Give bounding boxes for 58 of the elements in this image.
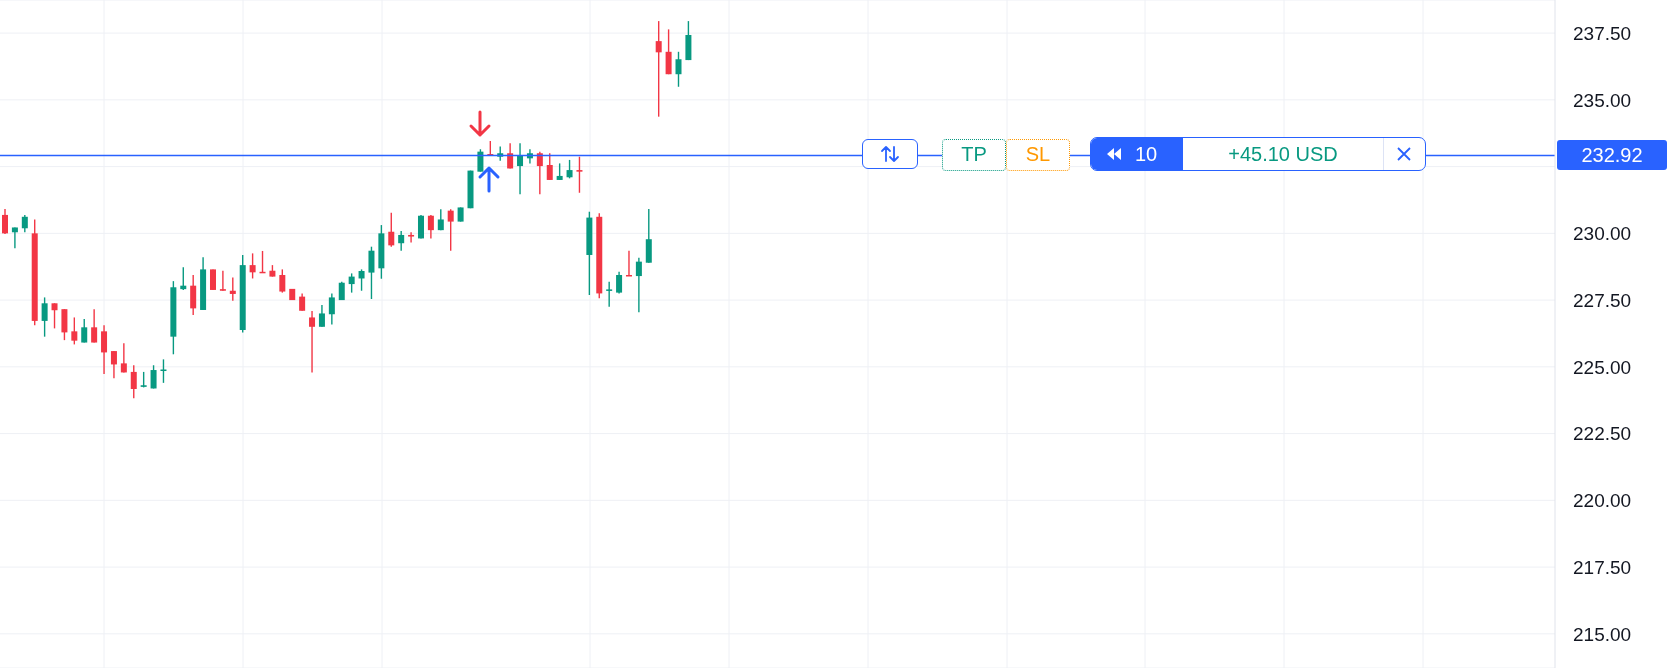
annotation: SL xyxy=(1006,139,1070,172)
candlestick xyxy=(318,304,325,328)
candlestick xyxy=(190,274,197,316)
y-tick-label: 237.50 xyxy=(1573,22,1632,44)
candlestick xyxy=(71,316,78,346)
order-panel: 10 +45.10 USD xyxy=(1090,137,1426,172)
candlestick xyxy=(635,256,642,314)
candlestick xyxy=(81,318,88,344)
candlestick xyxy=(279,268,286,294)
candlestick xyxy=(61,308,68,341)
candlestick xyxy=(91,308,98,344)
y-tick-label: 215.00 xyxy=(1573,623,1632,645)
y-tick-label: 227.50 xyxy=(1573,289,1632,311)
candlestick xyxy=(675,51,682,88)
y-tick-label: 222.50 xyxy=(1573,423,1632,445)
candlestick xyxy=(358,268,365,292)
candlestick xyxy=(546,152,553,181)
candlestick xyxy=(645,208,652,264)
candlestick xyxy=(665,28,672,75)
y-tick-label: 220.00 xyxy=(1573,490,1632,512)
candlestick xyxy=(536,150,543,196)
candlestick xyxy=(606,280,613,308)
candlestick xyxy=(219,270,226,292)
candlestick xyxy=(576,156,583,194)
candlestick xyxy=(11,226,18,249)
candlestick xyxy=(517,142,524,196)
candlestick xyxy=(368,246,375,300)
annotation: TP xyxy=(942,139,1006,172)
candlestick xyxy=(427,214,434,240)
candlestick xyxy=(348,272,355,294)
candlestick xyxy=(2,208,8,235)
candlestick xyxy=(477,148,484,173)
y-tick-label: 217.50 xyxy=(1573,556,1632,578)
candlestick xyxy=(41,296,48,338)
candlestick xyxy=(398,230,405,252)
rewind-tab: 10 xyxy=(1091,138,1183,171)
candlestick xyxy=(249,252,256,280)
candlestick xyxy=(51,302,58,330)
y-tick-label: 225.00 xyxy=(1573,356,1632,378)
candlestick xyxy=(110,350,117,380)
candlestick xyxy=(655,20,662,118)
y-tick-label: 230.00 xyxy=(1573,223,1632,245)
candlestick xyxy=(388,212,395,248)
candlestick xyxy=(120,342,127,374)
candlestick xyxy=(408,231,415,244)
candlestick xyxy=(447,208,454,252)
candlestick xyxy=(328,292,335,326)
y-tick-label: 235.00 xyxy=(1573,89,1632,111)
candlestick xyxy=(130,364,137,400)
candlestick xyxy=(101,324,108,375)
annotation: 10 xyxy=(1135,142,1158,168)
annotation: +45.10 USD xyxy=(1227,142,1339,168)
candlestick xyxy=(229,276,236,302)
candlestick xyxy=(566,159,573,180)
candlestick xyxy=(507,142,514,170)
ref-line-label: 232.92 xyxy=(1557,140,1667,171)
candlestick xyxy=(309,310,316,374)
candlestick xyxy=(209,268,216,291)
